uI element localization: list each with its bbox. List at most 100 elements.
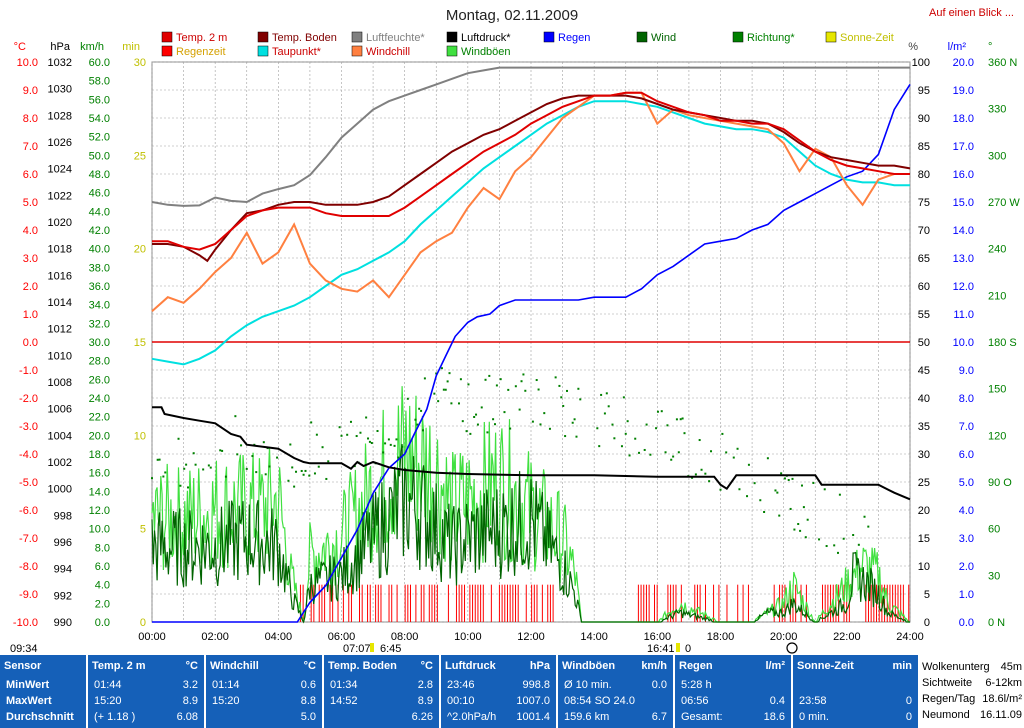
series-richtung-point [802, 506, 805, 509]
temp-axis-tick: -6.0 [19, 505, 38, 517]
series-richtung-point [437, 400, 440, 403]
direction-axis-tick: 30 [988, 570, 1000, 582]
wind-axis-tick: 44.0 [89, 206, 110, 218]
series-richtung-point [867, 525, 870, 528]
series-richtung-point [825, 545, 828, 548]
series-richtung-point [812, 481, 815, 484]
series-richtung-point [236, 453, 239, 456]
summary-cell: (+ 1.18 ) [94, 711, 136, 723]
sunrise-marker [370, 643, 374, 652]
series-richtung-point [289, 443, 292, 446]
series-richtung-point [600, 393, 603, 396]
series-richtung-point [304, 469, 307, 472]
wind-axis-tick: 2.0 [95, 598, 110, 610]
series-richtung-point [622, 396, 625, 399]
series-richtung-point [855, 557, 858, 560]
summary-row: 6.26 [324, 711, 439, 726]
temp-axis-tick: 1.0 [23, 309, 38, 321]
direction-axis-tick: 330 [988, 104, 1006, 116]
series-richtung-point [655, 427, 658, 430]
series-richtung-point [509, 427, 512, 430]
summary-unit: min [892, 660, 912, 672]
rain-axis-tick: 10.0 [953, 337, 974, 349]
legend-label-8: Regenzeit [176, 46, 226, 58]
series-richtung-point [240, 444, 243, 447]
legend-label-6: Richtung* [747, 32, 795, 44]
summary-value: 1007.0 [516, 695, 550, 707]
summary-cell: 00:10 [447, 695, 475, 707]
series-richtung-point [857, 543, 860, 546]
humidity-axis-unit: % [908, 41, 918, 53]
summary-cell: MinWert [6, 679, 50, 691]
series-richtung-point [162, 475, 165, 478]
min-axis-unit: min [122, 41, 140, 53]
direction-axis-tick: 60 [988, 524, 1000, 536]
summary-extra-row: Sichtweite 6-12km [922, 677, 1022, 692]
series-richtung-point [262, 441, 265, 444]
series-richtung-point [433, 392, 436, 395]
series-richtung-point [566, 389, 569, 392]
summary-col-6: Regen l/m² 5:28 h 06:56 0.4 Gesamt: 18.6 [675, 655, 793, 728]
series-richtung-point [268, 465, 271, 468]
pressure-axis-tick: 1020 [48, 217, 72, 229]
temp-axis-tick: -1.0 [19, 365, 38, 377]
rain-axis-tick: 0.0 [959, 617, 974, 629]
series-richtung-point [694, 473, 697, 476]
series-richtung-point [626, 420, 629, 423]
legend-label-10: Windchill [366, 46, 410, 58]
wind-axis-tick: 28.0 [89, 356, 110, 368]
summary-extra-row: Regen/Tag 18.6l/m² [922, 693, 1022, 708]
time-tick: 24:00 [896, 631, 924, 643]
series-richtung-point [628, 454, 631, 457]
series-richtung-point [370, 442, 373, 445]
series-richtung-point [710, 450, 713, 453]
temp-axis-tick: 10.0 [17, 57, 38, 69]
series-richtung-point [818, 538, 821, 541]
series-richtung-point [461, 420, 464, 423]
summary-cell: Gesamt: [681, 711, 723, 723]
pressure-axis-tick: 1028 [48, 110, 72, 122]
series-richtung-point [475, 413, 478, 416]
series-richtung-point [493, 423, 496, 426]
rain-axis-tick: 8.0 [959, 393, 974, 405]
series-richtung-point [605, 392, 608, 395]
wind-axis-tick: 34.0 [89, 300, 110, 312]
overview-link[interactable]: Auf einen Blick ... [929, 7, 1014, 19]
summary-value: 998.8 [522, 679, 550, 691]
series-richtung-point [660, 410, 663, 413]
temp-axis-tick: 6.0 [23, 169, 38, 181]
legend-swatch-8 [161, 45, 173, 57]
series-richtung-point [783, 477, 786, 480]
series-richtung-point [564, 435, 567, 438]
summary-row: 01:44 3.2 [88, 679, 204, 694]
series-richtung-point [291, 466, 294, 469]
summary-cell: 23:58 [799, 695, 827, 707]
series-richtung-point [177, 437, 180, 440]
temp-axis-tick: -4.0 [19, 449, 38, 461]
series-richtung-point [308, 474, 311, 477]
humidity-axis-tick: 75 [918, 197, 930, 209]
series-richtung-point [287, 479, 290, 482]
series-richtung-point [368, 440, 371, 443]
summary-value: 3.2 [182, 679, 198, 691]
summary-value: 5.0 [300, 711, 316, 723]
series-richtung-point [224, 475, 227, 478]
summary-extra-label: Neumond [922, 709, 970, 721]
summary-row: (+ 1.18 ) 6.08 [88, 711, 204, 726]
series-richtung-point [571, 421, 574, 424]
summary-value: 8.9 [182, 695, 198, 707]
humidity-axis-tick: 45 [918, 365, 930, 377]
summary-row: 14:52 8.9 [324, 695, 439, 710]
series-richtung-point [776, 491, 779, 494]
series-richtung-point [276, 456, 279, 459]
summary-header: Windböen [562, 660, 616, 672]
summary-row: 5.0 [206, 711, 322, 726]
summary-col-5: Windböen km/h Ø 10 min. 0.0 08:54 SO 24.0 159… [558, 655, 675, 728]
wind-axis-tick: 50.0 [89, 150, 110, 162]
wind-axis-tick: 6.0 [95, 561, 110, 573]
series-richtung-point [486, 431, 489, 434]
time-tick: 20:00 [770, 631, 798, 643]
wind-axis-tick: 0.0 [95, 617, 110, 629]
legend-swatch-6 [732, 31, 744, 43]
series-richtung-point [315, 433, 318, 436]
